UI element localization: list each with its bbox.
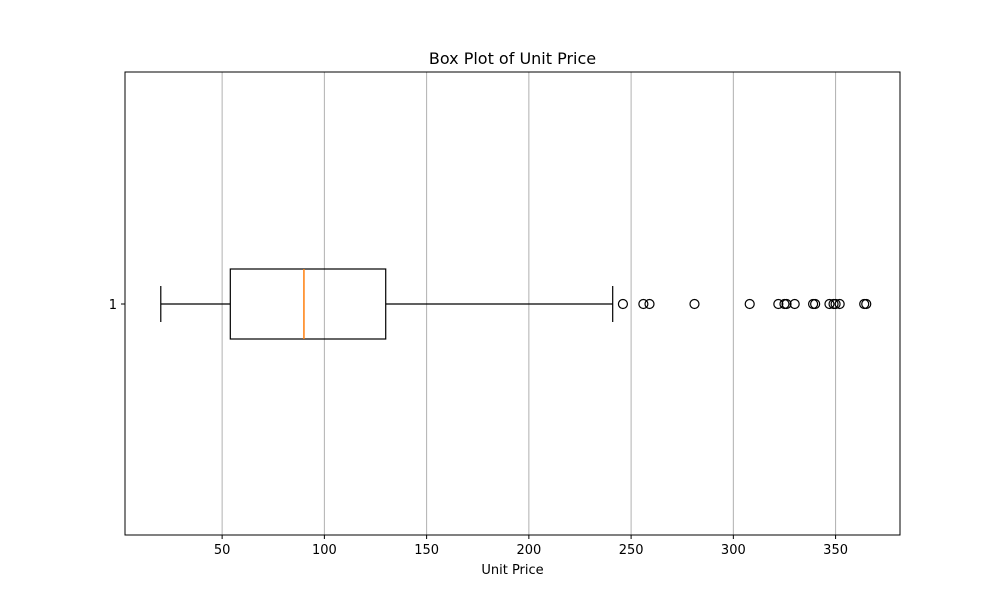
x-tick-label-100: 100 [312, 543, 337, 558]
x-tick-label-50: 50 [214, 543, 231, 558]
box-plot-elements [160, 268, 872, 340]
chart-title: Box Plot of Unit Price [429, 49, 596, 68]
outlier-point-6 [779, 298, 790, 310]
outlier-point-7 [781, 298, 792, 310]
outlier-point-2 [644, 298, 655, 310]
x-tick-label-200: 200 [516, 543, 541, 558]
outlier-point-16 [861, 298, 872, 310]
outlier-point-3 [689, 298, 700, 310]
x-tick-label-150: 150 [414, 543, 439, 558]
outlier-point-8 [789, 298, 800, 310]
outlier-point-10 [810, 298, 821, 310]
outlier-point-1 [638, 298, 649, 310]
outlier-point-0 [617, 298, 629, 310]
outlier-point-5 [773, 298, 784, 310]
y-axis-ticks: 1 [109, 298, 125, 313]
x-axis-label: Unit Price [481, 563, 543, 578]
x-axis-ticks: 50 100 150 200 250 300 350 [214, 535, 848, 558]
outlier-point-9 [807, 298, 819, 310]
outlier-point-11 [824, 298, 835, 310]
x-tick-label-350: 350 [823, 543, 848, 558]
outlier-point-4 [744, 298, 755, 310]
interquartile-box [229, 268, 387, 340]
x-tick-label-250: 250 [619, 543, 644, 558]
x-tick-label-300: 300 [721, 543, 746, 558]
outlier-point-15 [859, 298, 870, 310]
y-tick-label-1: 1 [109, 298, 117, 313]
outlier-point-14 [834, 298, 845, 310]
outlier-point-13 [830, 298, 841, 310]
